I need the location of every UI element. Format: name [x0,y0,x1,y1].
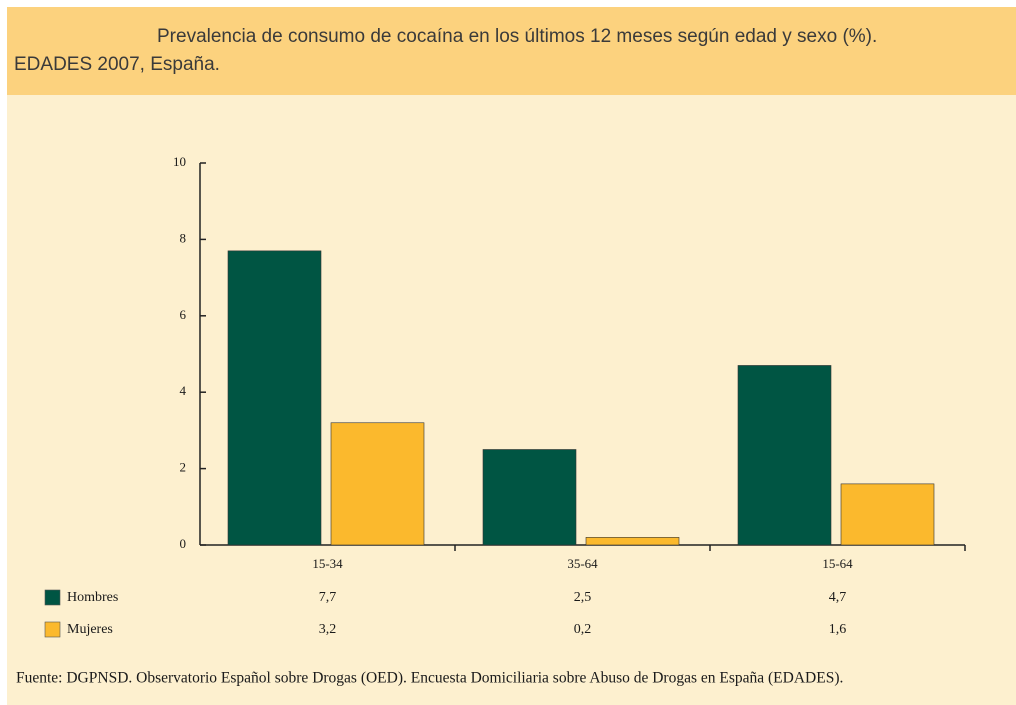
value-label: 4,7 [829,590,847,605]
bar [482,449,577,546]
value-label: 2,5 [574,590,592,605]
header-band [7,7,1016,95]
y-tick-label: 8 [180,230,187,245]
x-tick-label: 35-64 [567,556,598,571]
y-tick-label: 6 [180,307,187,322]
bar [840,483,935,546]
value-label: 1,6 [829,622,847,637]
value-label: 7,7 [319,590,337,605]
bar [330,422,425,546]
chart-subtitle: EDADES 2007, España. [14,54,220,75]
y-tick-label: 10 [173,154,186,169]
bar [585,537,680,546]
y-tick-label: 4 [180,383,187,398]
bar [227,250,322,546]
background [7,95,1016,705]
bar [737,365,832,546]
x-tick-label: 15-34 [312,556,343,571]
source: Fuente: DGPNSD. Observatorio Español sob… [16,670,843,687]
y-tick-label: 0 [180,536,187,551]
legend-swatch [44,589,61,606]
legend-label: Hombres [67,590,118,605]
x-tick-label: 15-64 [822,556,853,571]
value-label: 3,2 [319,622,337,637]
y-tick-label: 2 [180,460,187,475]
legend-swatch [44,621,61,638]
value-label: 0,2 [574,622,592,637]
legend-label: Mujeres [67,622,113,637]
chart-title: Prevalencia de consumo de cocaína en los… [157,26,877,47]
